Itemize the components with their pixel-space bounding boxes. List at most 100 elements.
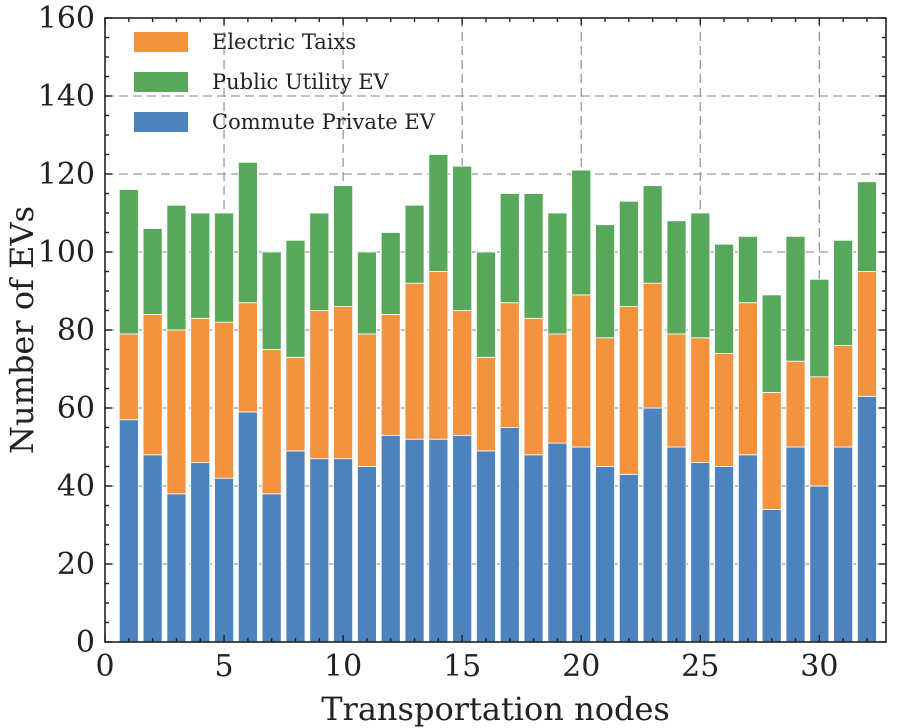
bar-public-utility-ev-node-10 — [333, 185, 354, 307]
bar-electric-taixs-node-16 — [476, 356, 496, 452]
bar-public-utility-ev-node-23 — [642, 185, 663, 284]
legend-swatch-electric-taixs — [134, 32, 188, 52]
x-tick-label: 5 — [215, 649, 234, 684]
bar-public-utility-ev-node-6 — [237, 161, 258, 304]
bar-electric-taixs-node-32 — [857, 271, 877, 397]
bar-electric-taixs-node-21 — [595, 337, 615, 467]
bar-commute-private-ev-node-2 — [142, 454, 163, 643]
bar-public-utility-ev-node-17 — [499, 193, 520, 304]
bar-public-utility-ev-node-30 — [809, 278, 830, 378]
bar-commute-private-ev-node-13 — [404, 438, 425, 643]
bar-public-utility-ev-node-22 — [618, 200, 639, 308]
bar-public-utility-ev-node-31 — [833, 239, 854, 347]
bar-electric-taixs-node-11 — [356, 333, 377, 467]
bar-electric-taixs-node-4 — [190, 317, 211, 463]
bar-electric-taixs-node-8 — [285, 356, 306, 452]
y-axis-title: Number of EVs — [3, 206, 41, 454]
x-axis-title: Transportation nodes — [321, 690, 670, 728]
bar-electric-taixs-node-15 — [452, 310, 473, 436]
bar-electric-taixs-node-26 — [714, 352, 735, 467]
bar-electric-taixs-node-7 — [261, 349, 282, 495]
bar-public-utility-ev-node-25 — [690, 212, 711, 339]
bar-commute-private-ev-node-5 — [214, 477, 234, 643]
legend-swatch-public-utility-ev — [134, 72, 188, 92]
bar-commute-private-ev-node-18 — [523, 454, 544, 643]
bar-public-utility-ev-node-8 — [285, 239, 306, 358]
bar-commute-private-ev-node-29 — [785, 446, 806, 643]
bar-electric-taixs-node-29 — [785, 360, 806, 448]
x-tick-label: 25 — [681, 649, 719, 684]
y-tick-label: 120 — [38, 157, 95, 192]
x-tick-label: 20 — [562, 649, 600, 684]
bar-commute-private-ev-node-21 — [595, 466, 615, 643]
bar-public-utility-ev-node-32 — [857, 181, 877, 272]
y-tick-label: 40 — [57, 469, 95, 504]
bar-electric-taixs-node-19 — [547, 333, 568, 444]
bar-commute-private-ev-node-17 — [499, 427, 520, 643]
legend-swatch-commute-private-ev — [134, 112, 188, 132]
bar-electric-taixs-node-18 — [523, 317, 544, 456]
bar-commute-private-ev-node-28 — [761, 508, 782, 643]
bar-public-utility-ev-node-7 — [261, 251, 282, 350]
bar-commute-private-ev-node-4 — [190, 462, 211, 643]
bar-electric-taixs-node-17 — [499, 302, 520, 428]
bar-public-utility-ev-node-5 — [214, 212, 234, 323]
bar-public-utility-ev-node-11 — [356, 251, 377, 335]
bar-commute-private-ev-node-10 — [333, 458, 354, 643]
bar-electric-taixs-node-13 — [404, 282, 425, 440]
bar-electric-taixs-node-30 — [809, 376, 830, 487]
bar-commute-private-ev-node-30 — [809, 485, 830, 643]
x-tick-label: 30 — [800, 649, 838, 684]
legend-label-commute-private-ev: Commute Private EV — [212, 110, 436, 134]
x-tick-label: 10 — [324, 649, 362, 684]
bar-commute-private-ev-node-11 — [356, 466, 377, 643]
y-tick-label: 160 — [38, 1, 95, 36]
bar-electric-taixs-node-31 — [833, 345, 854, 448]
bar-public-utility-ev-node-26 — [714, 243, 735, 354]
bar-commute-private-ev-node-23 — [642, 407, 663, 643]
bar-electric-taixs-node-27 — [737, 302, 758, 456]
bar-electric-taixs-node-14 — [428, 271, 449, 440]
bar-public-utility-ev-node-1 — [118, 189, 139, 335]
bar-public-utility-ev-node-9 — [309, 212, 330, 311]
x-tick-label: 0 — [95, 649, 114, 684]
bar-commute-private-ev-node-20 — [571, 446, 592, 643]
bar-commute-private-ev-node-12 — [380, 434, 401, 643]
y-tick-label: 20 — [57, 547, 95, 582]
axis-ticks — [104, 17, 886, 643]
bar-electric-taixs-node-2 — [142, 313, 163, 456]
bar-commute-private-ev-node-9 — [309, 458, 330, 643]
bar-public-utility-ev-node-20 — [571, 169, 592, 296]
x-tick-labels: 0 5 10 15 20 25 30 — [95, 649, 838, 684]
bar-public-utility-ev-node-14 — [428, 154, 449, 272]
bar-commute-private-ev-node-24 — [666, 446, 687, 643]
bar-commute-private-ev-node-26 — [714, 466, 735, 643]
bar-commute-private-ev-node-7 — [261, 493, 282, 643]
bar-public-utility-ev-node-4 — [190, 212, 211, 319]
bar-public-utility-ev-node-24 — [666, 220, 687, 335]
bar-commute-private-ev-node-14 — [428, 438, 449, 643]
bar-public-utility-ev-node-16 — [476, 251, 496, 358]
bar-commute-private-ev-node-19 — [547, 442, 568, 643]
y-tick-label: 100 — [38, 235, 95, 270]
bar-commute-private-ev-node-3 — [166, 493, 187, 643]
bar-commute-private-ev-node-8 — [285, 450, 306, 643]
bar-commute-private-ev-node-25 — [690, 462, 711, 643]
bar-electric-taixs-node-3 — [166, 329, 187, 495]
bar-commute-private-ev-node-1 — [118, 419, 139, 643]
bar-electric-taixs-node-23 — [642, 282, 663, 409]
legend: Electric Taixs Public Utility EV Commute P… — [134, 30, 436, 134]
bar-commute-private-ev-node-6 — [237, 411, 258, 643]
bar-series — [118, 154, 877, 643]
bar-public-utility-ev-node-21 — [595, 224, 615, 339]
bar-commute-private-ev-node-15 — [452, 434, 473, 643]
bar-public-utility-ev-node-27 — [737, 235, 758, 304]
bar-electric-taixs-node-12 — [380, 313, 401, 436]
y-tick-label: 60 — [57, 391, 95, 426]
bar-electric-taixs-node-5 — [214, 321, 234, 479]
y-tick-label: 140 — [38, 79, 95, 114]
bar-commute-private-ev-node-31 — [833, 446, 854, 643]
bar-public-utility-ev-node-18 — [523, 193, 544, 319]
bar-public-utility-ev-node-28 — [761, 294, 782, 393]
bar-public-utility-ev-node-2 — [142, 228, 163, 315]
